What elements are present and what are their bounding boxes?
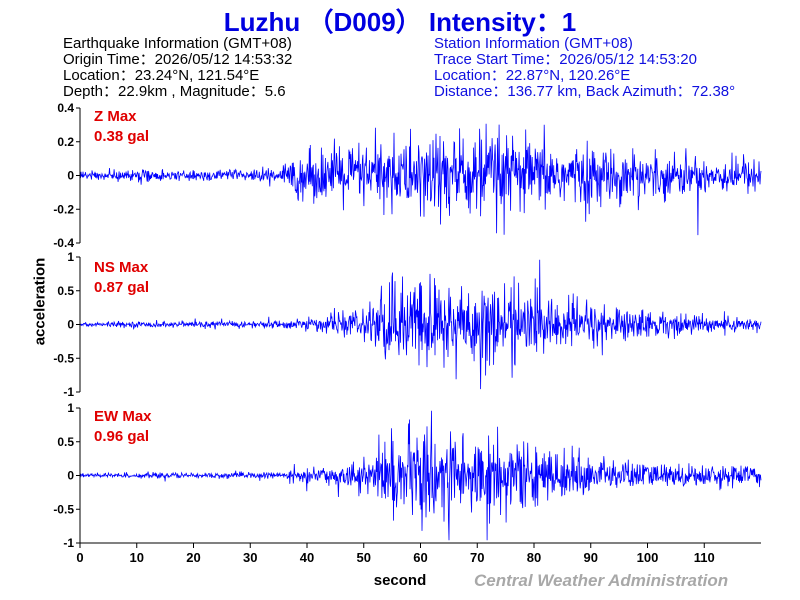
- x-tick-label: 30: [243, 550, 257, 565]
- ew-peak-label: EW Max 0.96 gal: [94, 408, 152, 445]
- z-y-tick-label: 0.4: [57, 101, 74, 115]
- ns-y-tick-label: -1: [63, 385, 74, 399]
- x-tick-label: 80: [527, 550, 541, 565]
- z-max-value: 0.38 gal: [94, 128, 150, 145]
- ns-waveform: [79, 259, 762, 390]
- station-info-block: Station Information (GMT+08) Trace Start…: [434, 36, 735, 100]
- x-tick-label: 70: [470, 550, 484, 565]
- x-axis-label: second: [373, 572, 427, 589]
- x-tick-label: 40: [300, 550, 314, 565]
- earthquake-info-block: Earthquake Information (GMT+08) Origin T…: [63, 36, 292, 100]
- x-tick-label: 100: [637, 550, 659, 565]
- ew-y-tick-label: -1: [63, 536, 74, 550]
- ew-y-tick-label: 0.5: [57, 435, 74, 449]
- x-tick-label: 20: [186, 550, 200, 565]
- z-peak-label: Z Max 0.38 gal: [94, 108, 149, 145]
- epicenter-location: Location：23.24°N, 121.54°E: [63, 67, 260, 84]
- ns-max-value: 0.87 gal: [94, 279, 150, 296]
- x-tick-label: 10: [130, 550, 144, 565]
- station-location: Location：22.87°N, 120.26°E: [434, 67, 631, 84]
- z-y-tick-label: 0.2: [57, 135, 74, 149]
- ns-y-tick-label: 0.5: [57, 284, 74, 298]
- z-y-tick-label: -0.2: [53, 202, 74, 216]
- y-axis-label: acceleration: [31, 257, 49, 346]
- station-info-heading: Station Information (GMT+08): [434, 35, 633, 52]
- ns-max-label: NS Max: [94, 259, 149, 276]
- ew-y-tick-label: 0: [67, 469, 74, 483]
- chart-title: Luzhu （D009） Intensity：1: [223, 7, 577, 37]
- z-y-tick-label: -0.4: [53, 236, 74, 250]
- x-tick-label: 60: [413, 550, 427, 565]
- x-tick-label: 90: [584, 550, 598, 565]
- z-y-tick-label: 0: [67, 169, 74, 183]
- x-tick-label: 110: [694, 550, 715, 565]
- origin-time: Origin Time：2026/05/12 14:53:32: [63, 51, 293, 68]
- ew-max-value: 0.96 gal: [94, 428, 150, 445]
- x-tick-label: 0: [76, 550, 83, 565]
- ew-max-label: EW Max: [94, 408, 152, 425]
- z-waveform: [79, 123, 762, 236]
- ew-y-tick-label: 1: [67, 401, 74, 415]
- z-max-label: Z Max: [94, 108, 137, 125]
- ns-y-tick-label: 0: [67, 318, 74, 332]
- ns-peak-label: NS Max 0.87 gal: [94, 259, 149, 296]
- ns-y-tick-label: 1: [67, 250, 74, 264]
- x-tick-label: 50: [357, 550, 371, 565]
- station-distance: Distance：136.77 km, Back Azimuth：72.38°: [434, 83, 736, 100]
- ew-y-tick-label: -0.5: [53, 502, 74, 516]
- credit-label: Central Weather Administration: [474, 571, 729, 590]
- trace-start-time: Trace Start Time：2026/05/12 14:53:20: [434, 51, 697, 68]
- depth-magnitude: Depth：22.9km , Magnitude：5.6: [63, 83, 286, 100]
- earthquake-info-heading: Earthquake Information (GMT+08): [63, 35, 292, 52]
- ns-y-tick-label: -0.5: [53, 351, 74, 365]
- ew-waveform: [79, 410, 762, 541]
